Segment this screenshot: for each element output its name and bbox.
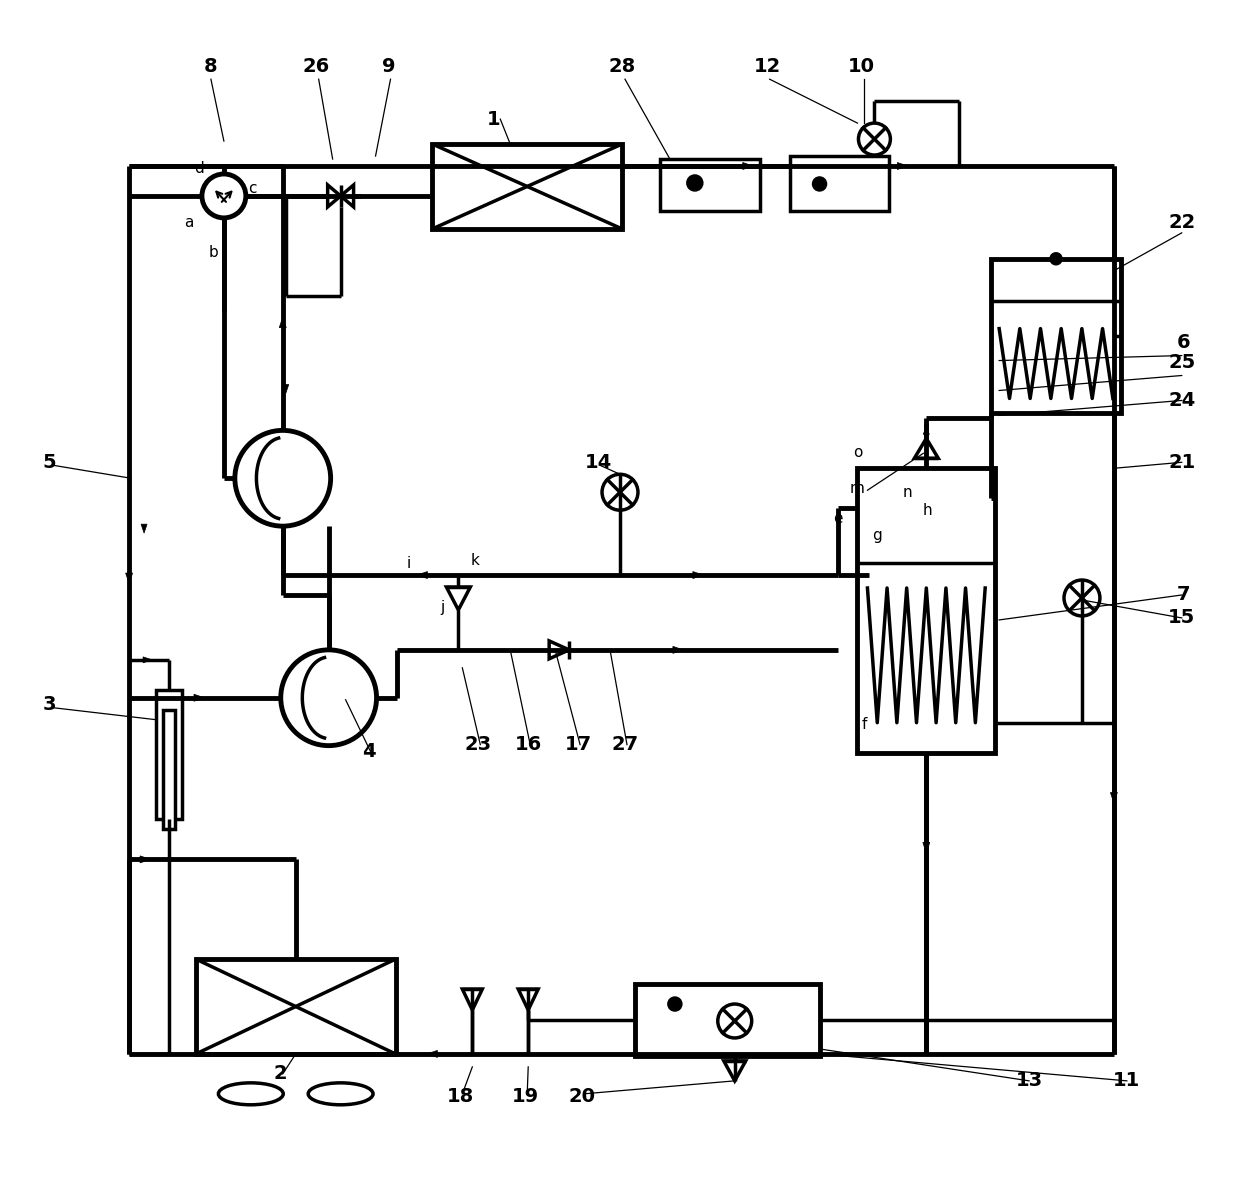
Polygon shape bbox=[279, 317, 286, 328]
Bar bbox=[790, 156, 889, 211]
Polygon shape bbox=[140, 856, 150, 863]
Text: 19: 19 bbox=[512, 1087, 538, 1106]
Polygon shape bbox=[125, 573, 133, 584]
Text: c: c bbox=[248, 181, 257, 197]
Polygon shape bbox=[898, 162, 908, 169]
Text: 17: 17 bbox=[564, 735, 591, 754]
Polygon shape bbox=[1110, 792, 1117, 803]
Circle shape bbox=[1064, 580, 1100, 616]
Polygon shape bbox=[341, 185, 353, 207]
Polygon shape bbox=[724, 1061, 745, 1081]
Text: g: g bbox=[873, 528, 883, 542]
Text: e: e bbox=[833, 510, 842, 526]
Text: 23: 23 bbox=[465, 735, 492, 754]
Text: 10: 10 bbox=[848, 57, 875, 76]
Text: 28: 28 bbox=[609, 57, 636, 76]
Polygon shape bbox=[283, 385, 289, 393]
Text: 8: 8 bbox=[205, 57, 218, 76]
Text: 2: 2 bbox=[274, 1064, 288, 1083]
Text: 4: 4 bbox=[362, 742, 376, 761]
Text: 3: 3 bbox=[42, 695, 56, 714]
Text: 27: 27 bbox=[611, 735, 639, 754]
Bar bbox=[433, 144, 622, 229]
Text: 5: 5 bbox=[42, 452, 56, 471]
Polygon shape bbox=[518, 989, 538, 1010]
Bar bbox=[156, 690, 182, 819]
Text: k: k bbox=[471, 553, 480, 567]
Ellipse shape bbox=[309, 1083, 373, 1105]
Text: 26: 26 bbox=[303, 57, 330, 76]
Circle shape bbox=[1052, 253, 1061, 264]
Text: a: a bbox=[185, 215, 193, 231]
Text: 20: 20 bbox=[569, 1087, 595, 1106]
Text: 13: 13 bbox=[1016, 1072, 1043, 1090]
Circle shape bbox=[202, 174, 246, 218]
Polygon shape bbox=[446, 587, 470, 610]
Text: 9: 9 bbox=[382, 57, 396, 76]
Circle shape bbox=[688, 176, 702, 189]
Circle shape bbox=[234, 430, 331, 526]
Text: 11: 11 bbox=[1114, 1072, 1141, 1090]
Text: 22: 22 bbox=[1168, 213, 1195, 232]
Polygon shape bbox=[923, 842, 930, 852]
Text: d: d bbox=[195, 161, 203, 176]
Text: 6: 6 bbox=[1177, 333, 1190, 352]
Text: 1: 1 bbox=[486, 110, 500, 129]
Text: m: m bbox=[851, 481, 866, 496]
Text: j: j bbox=[440, 600, 444, 616]
Polygon shape bbox=[914, 438, 939, 458]
Bar bbox=[660, 159, 760, 211]
Polygon shape bbox=[427, 1050, 438, 1057]
Bar bbox=[991, 259, 1121, 413]
Polygon shape bbox=[141, 525, 148, 533]
Polygon shape bbox=[743, 162, 753, 169]
Bar bbox=[635, 984, 820, 1056]
Circle shape bbox=[718, 1004, 751, 1038]
Text: 7: 7 bbox=[1177, 586, 1190, 605]
Text: 21: 21 bbox=[1168, 452, 1195, 471]
Text: 25: 25 bbox=[1168, 353, 1195, 372]
Text: i: i bbox=[407, 555, 410, 571]
Bar bbox=[162, 709, 175, 830]
Polygon shape bbox=[693, 572, 703, 579]
Polygon shape bbox=[327, 185, 341, 207]
Circle shape bbox=[668, 998, 681, 1010]
Text: 16: 16 bbox=[515, 735, 542, 754]
Polygon shape bbox=[673, 646, 683, 654]
Polygon shape bbox=[924, 425, 929, 435]
Bar bbox=[196, 959, 396, 1054]
Polygon shape bbox=[463, 989, 482, 1010]
Polygon shape bbox=[417, 572, 428, 579]
Circle shape bbox=[858, 123, 890, 155]
Circle shape bbox=[813, 178, 826, 189]
Ellipse shape bbox=[218, 1083, 283, 1105]
Bar bbox=[858, 469, 996, 753]
Text: b: b bbox=[210, 245, 218, 260]
Polygon shape bbox=[143, 657, 153, 663]
Circle shape bbox=[603, 475, 637, 510]
Polygon shape bbox=[549, 641, 569, 658]
Text: 12: 12 bbox=[754, 57, 781, 76]
Text: o: o bbox=[853, 445, 862, 459]
Text: f: f bbox=[862, 718, 867, 732]
Text: n: n bbox=[903, 484, 913, 500]
Text: 18: 18 bbox=[446, 1087, 474, 1106]
Text: 15: 15 bbox=[1168, 609, 1195, 628]
Text: 14: 14 bbox=[584, 452, 611, 471]
Text: 24: 24 bbox=[1168, 391, 1195, 410]
Circle shape bbox=[280, 650, 377, 746]
Text: h: h bbox=[923, 503, 932, 517]
Polygon shape bbox=[193, 694, 205, 701]
